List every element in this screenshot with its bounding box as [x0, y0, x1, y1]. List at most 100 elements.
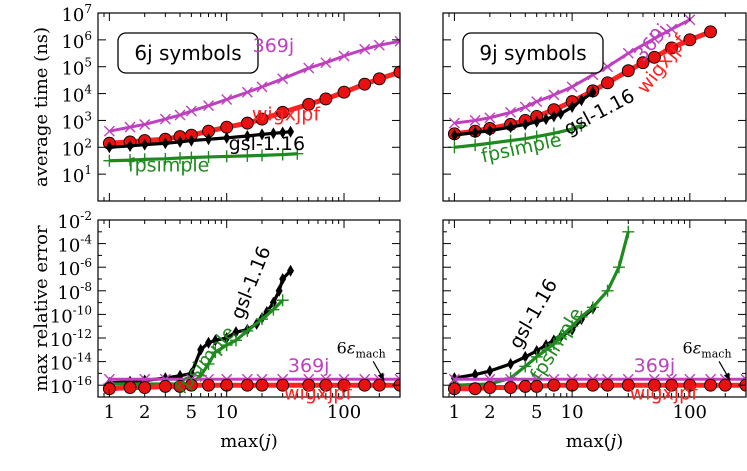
x-tick-label: 1 [449, 402, 460, 423]
marker-j369 [373, 39, 385, 51]
marker-gsl [471, 126, 479, 139]
marker-gsl [279, 273, 287, 285]
marker-j369 [448, 117, 460, 129]
y-tick-label: 102 [61, 136, 92, 160]
marker-fpsimple [566, 320, 579, 333]
marker-wigxjpf [601, 378, 615, 392]
marker-wigxjpf [518, 379, 532, 393]
plot-frame [97, 12, 401, 202]
marker-wigxjpf [138, 381, 152, 395]
marker-j369 [221, 93, 233, 105]
plot-area-6j-error [102, 264, 400, 396]
y-tick-label: 107 [61, 2, 92, 26]
marker-j369 [448, 373, 460, 385]
marker-gsl [269, 296, 277, 309]
marker-fpsimple [566, 123, 579, 136]
y-axis-label-top: average time (ns) [31, 27, 52, 187]
marker-gsl [542, 113, 550, 126]
y-tick-label: 10-14 [50, 351, 93, 375]
y-tick-label: 10-10 [50, 303, 92, 327]
marker-j369 [505, 106, 517, 118]
x-tick-label: 100 [327, 402, 361, 423]
marker-wigxjpf [184, 378, 198, 392]
y-tick-label: 10-4 [57, 233, 92, 257]
marker-fpsimple [209, 346, 222, 359]
marker-wigxjpf [372, 378, 386, 392]
x-tick-label: 10 [561, 402, 584, 423]
marker-gsl [187, 367, 195, 380]
series-label-j369: 369j [634, 355, 676, 377]
marker-j369 [303, 62, 315, 74]
marker-gsl [126, 139, 134, 152]
marker-wigxjpf [704, 378, 718, 392]
marker-j369 [241, 86, 253, 98]
marker-j369 [203, 100, 215, 112]
marker-gsl [450, 129, 458, 142]
marker-gsl [275, 284, 283, 297]
marker-fpsimple [547, 127, 560, 140]
marker-gsl [533, 115, 541, 128]
marker-gsl [223, 332, 231, 344]
x-axis-label: max(j) [220, 431, 278, 452]
marker-j369 [256, 81, 268, 93]
marker-j369 [338, 50, 350, 62]
marker-fpsimple [229, 334, 242, 347]
marker-gsl [589, 86, 597, 99]
x-tick-label: 10 [215, 402, 238, 423]
marker-wigxjpf [240, 378, 254, 392]
marker-fpsimple [469, 139, 482, 152]
marker-fpsimple [540, 343, 553, 356]
marker-fpsimple [530, 350, 543, 363]
marker-wigxjpf [547, 378, 561, 392]
series-line-wigxjpf [454, 382, 746, 392]
marker-wigxjpf [302, 378, 316, 392]
marker-fpsimple [159, 152, 172, 165]
marker-fpsimple [575, 119, 588, 132]
annotation-eps-mach: 6εmach [683, 338, 732, 360]
marker-wigxjpf [530, 379, 544, 393]
annotation-arrowhead [723, 372, 731, 381]
marker-j369 [320, 57, 332, 69]
marker-wigxjpf [158, 379, 172, 393]
marker-wigxjpf [123, 381, 137, 395]
marker-j369 [566, 81, 578, 93]
marker-gsl [486, 365, 494, 378]
series-label-wigxjpf: wigxjpf [252, 103, 321, 125]
marker-gsl [211, 334, 219, 347]
marker-j369 [174, 109, 186, 121]
marker-j369 [548, 89, 560, 101]
marker-gsl [521, 118, 529, 131]
marker-fpsimple [202, 150, 215, 163]
plot-area-6j-time [102, 35, 400, 167]
marker-fpsimple [241, 149, 254, 162]
plot-area-9j-time [447, 14, 718, 154]
marker-fpsimple [220, 150, 233, 163]
marker-j369 [394, 35, 400, 47]
marker-j369 [103, 125, 115, 137]
marker-gsl [521, 350, 529, 363]
marker-wigxjpf [621, 64, 635, 78]
series-label-j369: 369j [253, 35, 295, 57]
marker-wigxjpf [704, 25, 718, 39]
marker-j369 [139, 118, 151, 130]
marker-wigxjpf [636, 56, 650, 70]
marker-gsl [287, 125, 295, 138]
marker-fpsimple [276, 294, 289, 307]
marker-wigxjpf [718, 378, 732, 392]
marker-wigxjpf [647, 50, 661, 64]
marker-fpsimple [220, 339, 233, 352]
y-axis-label-bottom: max relative error [31, 225, 52, 392]
marker-fpsimple [601, 284, 614, 297]
marker-fpsimple [138, 153, 151, 166]
marker-fpsimple [504, 134, 517, 147]
plot-frame [97, 219, 401, 398]
marker-wigxjpf [621, 378, 635, 392]
marker-fpsimple [530, 130, 543, 143]
marker-wigxjpf [220, 120, 234, 134]
marker-j369 [622, 47, 634, 59]
marker-gsl [287, 264, 295, 277]
